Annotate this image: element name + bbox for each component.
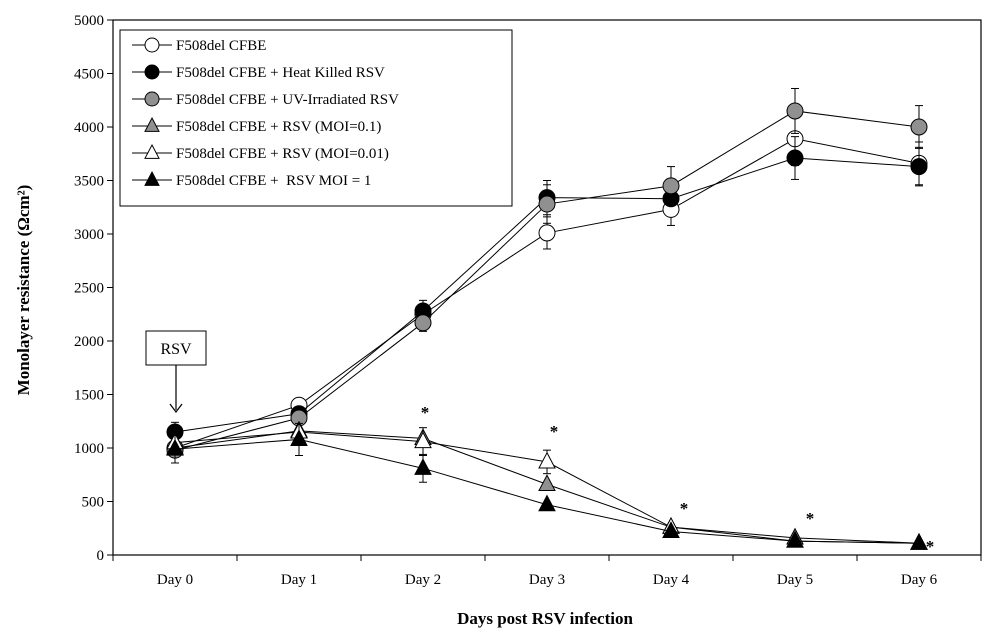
data-point	[538, 494, 556, 512]
rsv-arrow-head	[169, 403, 183, 413]
x-tick-label: Day 2	[405, 572, 441, 588]
legend-marker	[144, 64, 160, 80]
legend-marker	[144, 170, 160, 186]
y-tick-label: 1000	[74, 441, 104, 457]
rsv-annotation-box	[145, 330, 207, 366]
legend-label: F508del CFBE + UV-Irradiated RSV	[176, 92, 399, 108]
rsv-annotation-label: RSV	[160, 341, 192, 358]
legend: F508del CFBE F508del CFBE + Heat Killed R…	[119, 29, 513, 207]
legend-label: F508del CFBE + Heat Killed RSV	[176, 65, 385, 81]
y-tick-label: 4500	[74, 67, 104, 83]
data-point	[414, 314, 432, 332]
data-point	[538, 195, 556, 213]
legend-entry: F508del CFBE + RSV (MOI=0.1)	[132, 116, 381, 135]
y-axis-title: Monolayer resistance (Ωcm²)	[14, 185, 33, 396]
legend-label: F508del CFBE	[176, 38, 266, 54]
x-tick-label: Day 1	[281, 572, 317, 588]
legend-entry: F508del CFBE	[132, 37, 266, 54]
significance-star: *	[926, 537, 935, 556]
data-point	[786, 530, 804, 548]
legend-label: F508del CFBE + RSV MOI = 1	[176, 173, 371, 189]
significance-star: *	[550, 422, 559, 441]
data-point	[538, 224, 556, 242]
axes: 0 500 1000 1500 2000 2500 3000 3500 4000 4500 5000…	[74, 13, 982, 588]
legend-label: F508del CFBE + RSV (MOI=0.1)	[176, 119, 381, 135]
data-point	[290, 429, 308, 447]
data-point	[786, 102, 804, 120]
x-tick-label: Day 3	[529, 572, 565, 588]
x-tick-label: Day 5	[777, 572, 813, 588]
y-tick-label: 500	[82, 495, 105, 511]
y-tick-label: 3500	[74, 174, 104, 190]
x-tick-label: Day 6	[901, 572, 938, 588]
data-point	[662, 521, 680, 539]
series-6	[166, 422, 928, 550]
legend-marker	[144, 116, 160, 132]
y-tick-label: 2500	[74, 281, 104, 297]
legend-entry: F508del CFBE + Heat Killed RSV	[132, 64, 385, 81]
x-tick-label: Day 4	[653, 572, 690, 588]
data-point	[910, 533, 928, 550]
data-point	[166, 438, 184, 456]
annotations: * * * * *	[421, 403, 935, 556]
data-point	[786, 149, 804, 167]
data-point	[414, 431, 432, 449]
legend-entry: F508del CFBE + RSV MOI = 1	[132, 170, 371, 189]
significance-star: *	[421, 403, 430, 422]
data-point	[910, 118, 928, 136]
x-tick-label: Day 0	[157, 572, 193, 588]
legend-label: F508del CFBE + RSV (MOI=0.01)	[176, 146, 389, 162]
data-point	[414, 458, 432, 475]
series-3	[166, 87, 928, 459]
significance-star: *	[806, 509, 815, 528]
significance-star: *	[680, 499, 689, 518]
y-tick-label: 2000	[74, 334, 104, 350]
legend-marker	[144, 143, 160, 159]
legend-entry: F508del CFBE + UV-Irradiated RSV	[132, 91, 399, 108]
legend-entry: F508del CFBE + RSV (MOI=0.01)	[132, 143, 389, 162]
y-tick-label: 4000	[74, 120, 104, 136]
y-tick-label: 1500	[74, 388, 104, 404]
data-point	[538, 474, 556, 491]
data-point	[662, 177, 680, 195]
legend-box	[119, 29, 513, 207]
data-point	[538, 451, 556, 469]
y-tick-label: 3000	[74, 227, 104, 243]
series-layer	[166, 87, 928, 550]
legend-marker	[144, 91, 160, 107]
legend-marker	[144, 37, 160, 53]
data-point	[910, 158, 928, 176]
y-tick-label: 5000	[74, 13, 104, 29]
y-tick-label: 0	[97, 548, 105, 564]
x-axis-title: Days post RSV infection	[457, 609, 633, 628]
